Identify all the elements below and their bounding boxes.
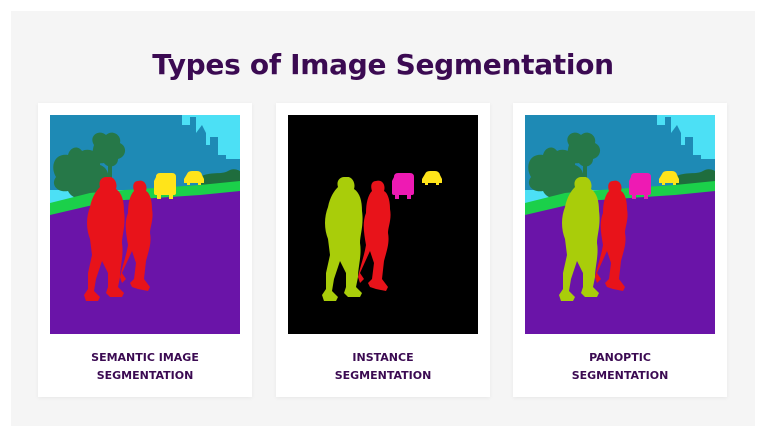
card-caption: PANOPTIC SEGMENTATION [513, 349, 727, 385]
semantic-segmentation-image [50, 115, 240, 334]
caption-line: SEGMENTATION [571, 369, 669, 382]
instance-segmentation-card: INSTANCE SEGMENTATION [276, 103, 490, 397]
panoptic-segmentation-card: PANOPTIC SEGMENTATION [513, 103, 727, 397]
semantic-segmentation-card: SEMANTIC IMAGE SEGMENTATION [38, 103, 252, 397]
caption-line: SEGMENTATION [334, 369, 432, 382]
panoptic-segmentation-image [525, 115, 715, 334]
card-caption: SEMANTIC IMAGE SEGMENTATION [38, 349, 252, 385]
caption-line: SEGMENTATION [96, 369, 194, 382]
caption-line: PANOPTIC [589, 351, 651, 364]
caption-line: SEMANTIC IMAGE [91, 351, 199, 364]
page-title: Types of Image Segmentation [152, 48, 614, 81]
card-caption: INSTANCE SEGMENTATION [276, 349, 490, 385]
instance-segmentation-image [288, 115, 478, 334]
caption-line: INSTANCE [352, 351, 414, 364]
